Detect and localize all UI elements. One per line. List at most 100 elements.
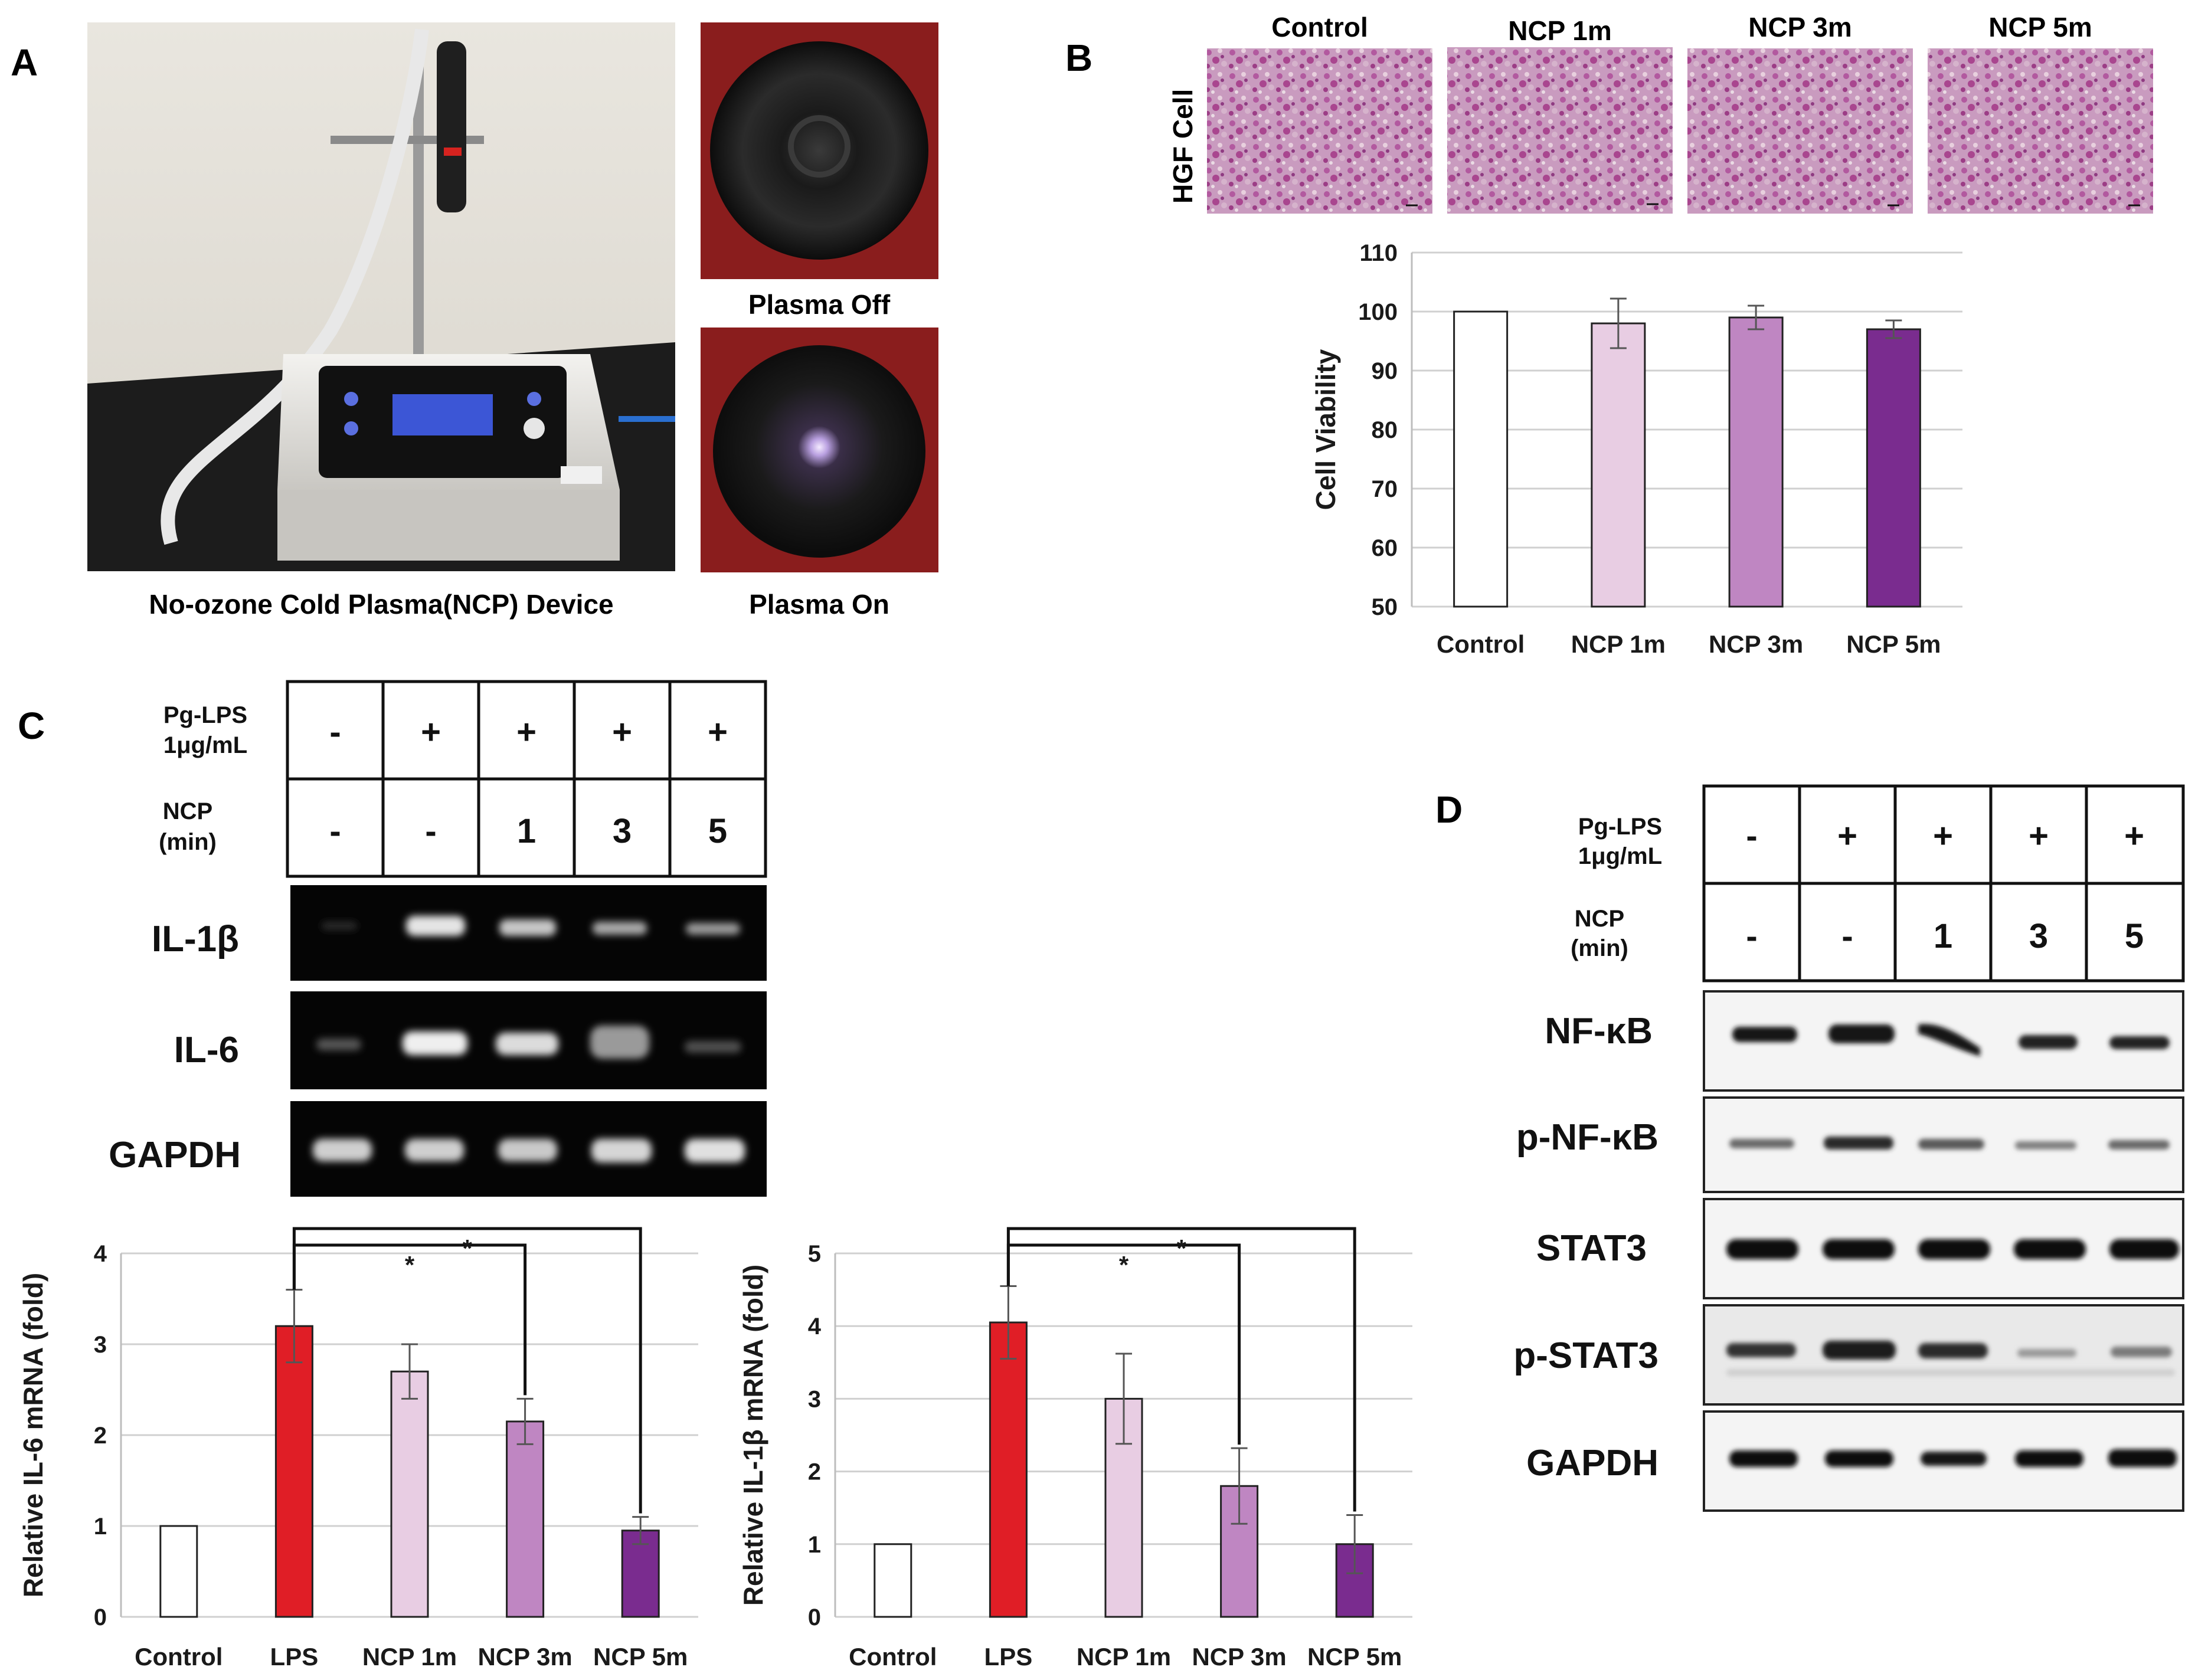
panel-a-letter: A [11,41,38,84]
plasma-device-photo [87,22,675,571]
category-label-ncp-1m: NCP 1m [1571,630,1666,658]
microscopy-image-ncp1m [1447,47,1673,214]
category-label-control: Control [1437,630,1525,658]
gel-il1b [290,885,767,981]
y-axis-title: Relative IL-1β mRNA (fold) [738,1265,768,1606]
category-label-control: Control [135,1643,223,1671]
treatment-table-c: Pg-LPS 1μg/mL NCP (min) - + + + + - - 1 … [159,680,767,878]
lps-cell-4: + [612,713,632,751]
y-tick-label: 5 [808,1241,821,1267]
lens-plasma-off-photo [701,22,938,279]
lps-cell-d-4: + [2029,817,2049,855]
ncp-unit-label-d: (min) [1571,935,1628,961]
pg-lps-dose-label: 1μg/mL [163,732,247,758]
y-tick-label: 3 [94,1332,107,1358]
bar-control [159,1525,198,1618]
protein-label-p-nfkb: p-NF-κB [1516,1117,1658,1158]
category-label-control: Control [849,1643,937,1671]
category-label-ncp-3m: NCP 3m [1709,630,1803,658]
category-label-ncp-3m: NCP 3m [1192,1643,1286,1671]
blot-gapdh-d [1703,1410,2184,1512]
ncp-cell-d-1: - [1746,917,1757,955]
gene-label-il6: IL-6 [174,1030,239,1070]
y-tick-label: 50 [1372,594,1398,620]
ncp-label-d: NCP [1575,906,1624,932]
category-label-ncp-1m: NCP 1m [362,1643,457,1671]
bar-ncp-1m [390,1370,429,1618]
protein-label-gapdh-d: GAPDH [1526,1443,1658,1483]
bar-control [1453,310,1509,608]
microscopy-image-ncp5m [1928,48,2153,214]
lps-cell-3: + [516,713,537,751]
image-title-ncp5m: NCP 5m [1988,12,2092,42]
image-title-ncp3m: NCP 3m [1748,12,1852,42]
bar-lps [274,1325,313,1618]
y-tick-label: 3 [808,1386,821,1412]
ncp-cell-1: - [329,812,341,850]
blot-p-nfkb [1703,1096,2184,1193]
y-tick-label: 2 [94,1423,107,1449]
plasma-off-caption: Plasma Off [748,289,891,320]
ncp-cell-d-5: 5 [2125,917,2144,955]
y-tick-label: 60 [1372,535,1398,561]
ncp-cell-5: 5 [708,812,727,850]
significance-bracket [1006,1227,1356,1512]
protein-label-nfkb: NF-κB [1545,1011,1653,1052]
pg-lps-label-d: Pg-LPS [1578,814,1662,840]
treatment-table-d: Pg-LPS 1μg/mL NCP (min) - + + + + - - 1 … [1571,784,2185,983]
bar-lps [989,1321,1028,1618]
category-label-ncp-5m: NCP 5m [1846,630,1941,658]
lps-cell-d-2: + [1837,817,1857,855]
blot-stat3 [1703,1198,2184,1299]
lens-plasma-on-photo [701,328,938,572]
y-tick-label: 90 [1372,358,1398,384]
panel-d-letter: D [1435,788,1463,831]
pg-lps-label: Pg-LPS [163,702,247,728]
bar-ncp-5m [1866,328,1921,608]
image-title-control: Control [1271,12,1368,42]
image-title-ncp1m: NCP 1m [1508,15,1612,46]
significance-marker: * [463,1234,473,1262]
lps-cell-1: - [329,713,341,751]
ncp-cell-d-3: 1 [1934,917,1952,955]
y-tick-label: 4 [94,1241,107,1267]
ncp-cell-d-4: 3 [2029,917,2048,955]
category-label-ncp-5m: NCP 5m [1307,1643,1402,1671]
protein-label-stat3: STAT3 [1536,1228,1647,1269]
category-label-lps: LPS [984,1643,1033,1671]
category-label-ncp-1m: NCP 1m [1077,1643,1171,1671]
y-axis-title: Relative IL-6 mRNA (fold) [18,1273,48,1597]
panel-b-letter: B [1065,37,1092,79]
significance-marker: * [1119,1251,1129,1279]
device-caption: No-ozone Cold Plasma(NCP) Device [149,589,613,620]
lps-cell-d-1: - [1746,817,1757,855]
y-tick-label: 1 [94,1514,107,1540]
lps-cell-2: + [421,713,441,751]
cell-viability-chart: 50 60 70 80 90 100 110 Control NCP 1m NCP 3m NCP 5… [1310,240,1962,658]
y-tick-label: 0 [94,1604,107,1630]
y-tick-label: 110 [1359,240,1398,266]
y-tick-label: 1 [808,1532,821,1558]
microscopy-image-control [1207,48,1432,214]
ncp-unit-label: (min) [159,829,217,855]
category-label-lps: LPS [270,1643,319,1671]
plasma-on-caption: Plasma On [749,589,889,620]
y-tick-label: 2 [808,1459,821,1485]
y-tick-label: 0 [808,1604,821,1630]
significance-bracket [292,1227,642,1514]
pg-lps-dose-label-d: 1μg/mL [1578,843,1662,869]
ncp-cell-4: 3 [613,812,632,850]
ncp-label: NCP [163,798,212,824]
y-tick-label: 4 [808,1314,822,1340]
blot-p-stat3 [1703,1304,2184,1406]
il6-mrna-chart: 0 1 2 3 4 Control LPS NCP 1m NCP 3m NCP 5m Relativ… [18,1227,698,1671]
category-label-ncp-5m: NCP 5m [593,1643,688,1671]
lps-cell-d-5: + [2124,817,2144,855]
microscopy-images [1207,47,2153,214]
y-axis-title: Cell Viability [1310,349,1341,510]
ncp-cell-2: - [425,812,436,850]
bar-ncp-3m [1728,316,1784,608]
panel-c-letter: C [18,705,45,747]
il1b-mrna-chart: 0 1 2 3 4 5 Control LPS NCP 1m NCP 3m NCP 5m Relati… [738,1227,1412,1671]
